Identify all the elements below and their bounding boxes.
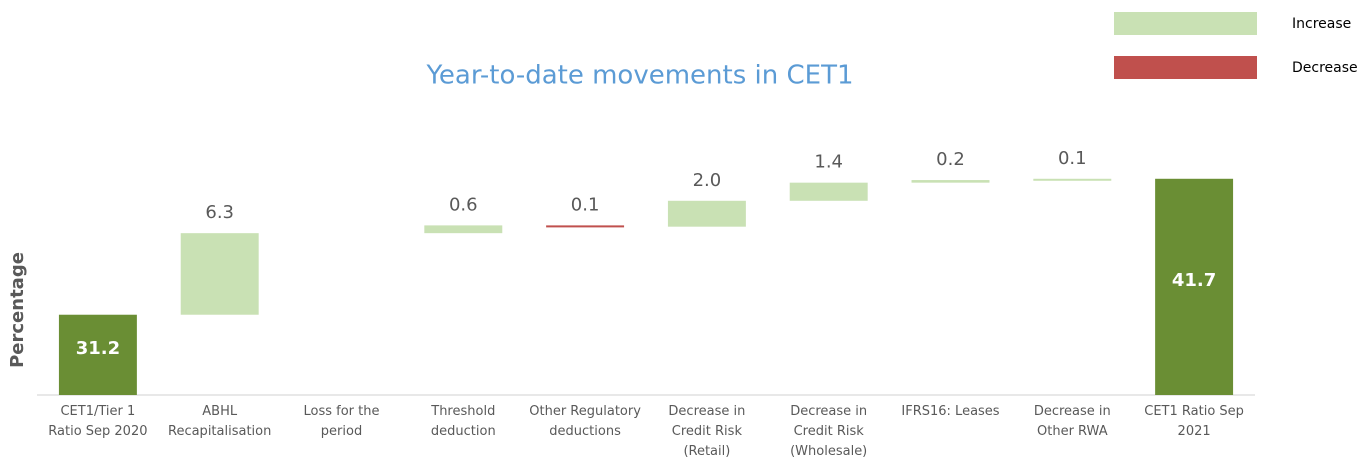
bar — [667, 200, 746, 227]
data-label: 0.1 — [571, 194, 600, 215]
x-tick-label: Threshold deduction — [430, 404, 496, 439]
bar — [1033, 178, 1112, 181]
x-tick-label: Other Regulatory deductions — [529, 404, 641, 439]
x-tick-label: Decrease in Other RWA — [1033, 404, 1111, 439]
chart-title: Year-to-date movements in CET1 — [425, 61, 853, 91]
legend-label: Decrease — [1292, 60, 1358, 76]
bar — [546, 225, 625, 228]
bar — [58, 314, 137, 395]
bar — [424, 225, 503, 234]
x-tick-label: Decrease in Credit Risk (Wholesale) — [790, 404, 868, 459]
bar — [1155, 178, 1234, 395]
data-label: 0.2 — [936, 149, 965, 170]
data-label: 6.3 — [205, 202, 234, 223]
bar — [789, 182, 868, 201]
legend-swatch — [1114, 56, 1257, 79]
x-tick-label: CET1/Tier 1 Ratio Sep 2020 — [48, 404, 148, 439]
data-label: 1.4 — [814, 152, 843, 173]
data-label: 31.2 — [76, 338, 120, 359]
legend-label: Increase — [1292, 16, 1351, 32]
legend-swatch — [1114, 12, 1257, 35]
x-tick-label: ABHL Recapitalisation — [168, 404, 272, 439]
data-label: 2.0 — [693, 170, 722, 191]
data-label: 0.1 — [1058, 148, 1087, 169]
x-tick-label: Decrease in Credit Risk (Retail) — [668, 404, 746, 459]
y-axis-label: Percentage — [7, 252, 28, 368]
x-tick-label: IFRS16: Leases — [901, 404, 1000, 419]
bar — [180, 233, 259, 315]
data-label: 0.6 — [449, 194, 478, 215]
x-tick-label: Loss for the period — [303, 404, 380, 439]
bar — [911, 180, 990, 183]
data-label: 41.7 — [1172, 270, 1216, 291]
x-tick-label: CET1 Ratio Sep 2021 — [1144, 404, 1244, 439]
